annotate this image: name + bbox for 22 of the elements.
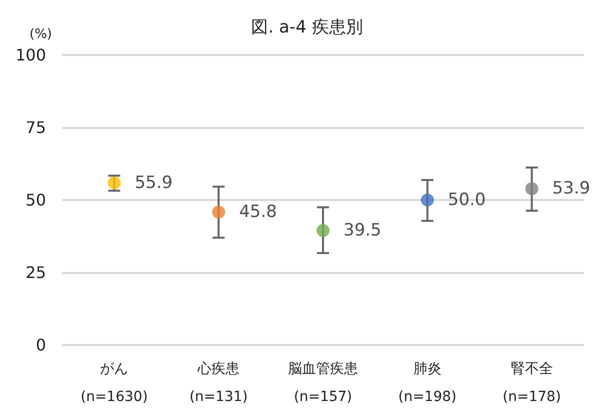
y-tick-label: 0	[36, 336, 46, 354]
point	[525, 182, 538, 196]
data-label: 45.8	[239, 202, 277, 222]
y-tick-label: 75	[26, 118, 46, 137]
data-label: 53.9	[552, 178, 590, 199]
x-tick-label: がん (n=1630)	[80, 361, 148, 405]
x-tick-label: 心疾患 (n=131)	[189, 361, 248, 405]
y-tick-label: 25	[26, 263, 46, 282]
point	[316, 224, 330, 237]
chart-title: 図. a-4 疾患別	[251, 18, 363, 38]
data-label: 39.5	[344, 220, 382, 240]
x-tick-label: 腎不全 (n=178)	[502, 361, 561, 405]
point	[212, 206, 226, 219]
y-tick-label: 50	[26, 190, 46, 210]
y-axis-title: (%)	[30, 27, 52, 42]
y-tick-label: 100	[15, 46, 46, 64]
point	[420, 194, 434, 206]
data-label: 50.0	[448, 190, 486, 210]
x-tick-label: 脳血管疾患 (n=157)	[288, 361, 358, 405]
point	[108, 176, 121, 190]
x-tick-label: 肺炎 (n=198)	[398, 361, 457, 405]
data-label: 55.9	[134, 172, 173, 193]
